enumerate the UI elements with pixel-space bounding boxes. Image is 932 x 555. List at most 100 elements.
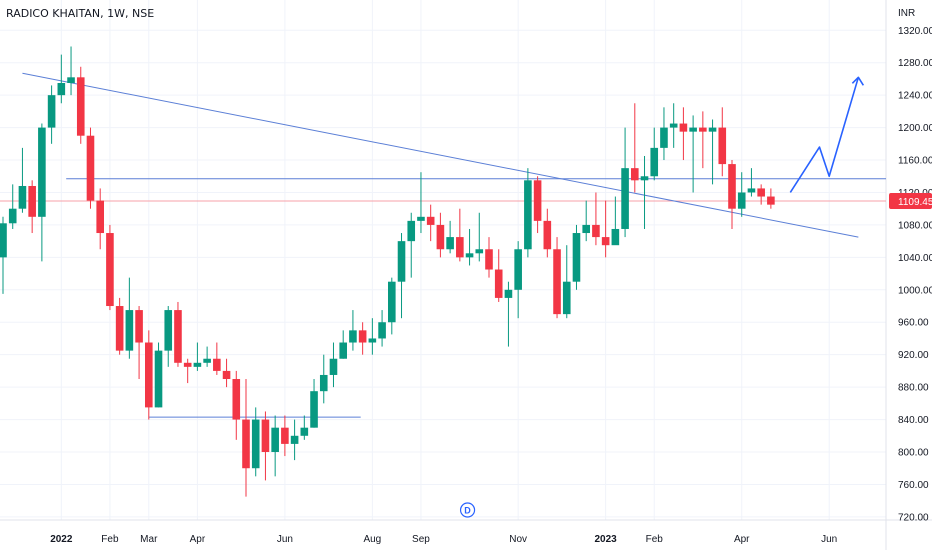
candle-body[interactable] — [611, 228, 620, 246]
candle-body[interactable] — [47, 95, 56, 128]
candle-body[interactable] — [631, 168, 639, 181]
candle-body[interactable] — [329, 358, 338, 375]
candle-body[interactable] — [154, 350, 163, 408]
candle-body[interactable] — [572, 233, 581, 282]
candle-body[interactable] — [368, 338, 377, 343]
arrow-head-icon — [851, 76, 865, 86]
candle-body[interactable] — [183, 362, 192, 367]
candle-body[interactable] — [358, 330, 367, 343]
candle-body[interactable] — [28, 185, 36, 217]
candle-body[interactable] — [290, 435, 299, 444]
candle-body[interactable] — [621, 168, 629, 229]
candle-body[interactable] — [378, 322, 386, 339]
candle-body[interactable] — [57, 82, 66, 96]
candle-body[interactable] — [436, 224, 445, 250]
dividend-marker[interactable] — [459, 502, 476, 518]
candle-body[interactable] — [417, 216, 425, 221]
price-tick-label: 1280.00 — [898, 58, 932, 69]
candle-body[interactable] — [407, 220, 416, 242]
candle-body[interactable] — [708, 127, 717, 132]
time-tick-label: Apr — [734, 534, 750, 545]
candle-body[interactable] — [728, 164, 736, 209]
candle-body[interactable] — [86, 135, 95, 201]
candle-body[interactable] — [174, 310, 182, 363]
candle-body[interactable] — [125, 310, 134, 351]
candle-body[interactable] — [699, 127, 707, 132]
candle-body[interactable] — [397, 241, 406, 282]
candle-body[interactable] — [261, 419, 270, 453]
candle-body[interactable] — [514, 249, 522, 290]
candle-body[interactable] — [319, 374, 328, 392]
candle-body[interactable] — [0, 223, 7, 258]
candle-body[interactable] — [38, 127, 46, 217]
candle-body[interactable] — [271, 427, 279, 453]
candle-body[interactable] — [592, 224, 600, 238]
candle-body[interactable] — [494, 269, 503, 298]
price-tag-value: 1109.45 — [898, 197, 932, 208]
candle-body[interactable] — [349, 330, 357, 343]
time-tick-label: 2022 — [50, 534, 73, 545]
candle-body[interactable] — [553, 249, 561, 315]
candle-body[interactable] — [300, 427, 309, 436]
price-tick-label: 1240.00 — [898, 91, 932, 102]
candle-body[interactable] — [67, 77, 75, 83]
time-tick-label: Mar — [140, 534, 158, 545]
candle-body[interactable] — [426, 216, 435, 225]
candle-body[interactable] — [135, 310, 143, 343]
candle-body[interactable] — [251, 419, 260, 469]
candle-body[interactable] — [213, 358, 221, 371]
candle-body[interactable] — [679, 123, 688, 132]
projection-arrow[interactable] — [789, 77, 860, 193]
candle-body[interactable] — [456, 237, 464, 258]
candle-body[interactable] — [339, 342, 347, 359]
candle-body[interactable] — [718, 127, 727, 165]
candle-body[interactable] — [222, 370, 231, 380]
price-tick-label: 720.00 — [898, 512, 929, 523]
time-tick-label: Aug — [363, 534, 381, 545]
candle-body[interactable] — [689, 127, 697, 132]
candle-body[interactable] — [485, 249, 493, 270]
candle-body[interactable] — [757, 188, 765, 197]
candle-body[interactable] — [96, 200, 104, 234]
candle-body[interactable] — [562, 281, 571, 315]
candle-body[interactable] — [582, 224, 590, 234]
candle-body[interactable] — [145, 342, 153, 408]
candle-body[interactable] — [281, 427, 289, 444]
candle-body[interactable] — [115, 306, 124, 351]
time-tick-label: Apr — [190, 534, 206, 545]
candle-body[interactable] — [660, 127, 668, 148]
candle-body[interactable] — [388, 281, 396, 323]
candle-body[interactable] — [504, 289, 513, 298]
candle-body[interactable] — [543, 220, 552, 250]
candle-body[interactable] — [164, 310, 173, 351]
price-tick-label: 920.00 — [898, 350, 929, 361]
candle-body[interactable] — [524, 180, 532, 250]
time-tick-label: Nov — [509, 534, 527, 545]
candle-body[interactable] — [601, 237, 610, 246]
candle-body[interactable] — [475, 249, 484, 254]
price-tick-label: 1160.00 — [898, 156, 932, 167]
candle-body[interactable] — [669, 123, 678, 128]
candle-body[interactable] — [8, 208, 17, 224]
candle-body[interactable] — [650, 147, 659, 177]
candle-body[interactable] — [640, 176, 649, 181]
candle-body[interactable] — [310, 391, 318, 428]
candle-body[interactable] — [242, 419, 250, 469]
time-tick-label: Jun — [821, 534, 837, 545]
candle-body[interactable] — [76, 77, 85, 136]
candle-body[interactable] — [203, 358, 211, 363]
candle-body[interactable] — [446, 237, 454, 250]
candle-body[interactable] — [106, 233, 114, 307]
candle-body[interactable] — [737, 192, 746, 209]
candle-body[interactable] — [533, 180, 542, 221]
candle-body[interactable] — [193, 362, 202, 367]
time-tick-label: 2023 — [595, 534, 618, 545]
candle-body[interactable] — [18, 185, 27, 209]
candle-body[interactable] — [465, 253, 474, 258]
descending-trendline[interactable] — [22, 72, 859, 238]
candle-body[interactable] — [232, 379, 241, 420]
candle-body[interactable] — [747, 188, 756, 193]
candle-body[interactable] — [767, 196, 775, 205]
